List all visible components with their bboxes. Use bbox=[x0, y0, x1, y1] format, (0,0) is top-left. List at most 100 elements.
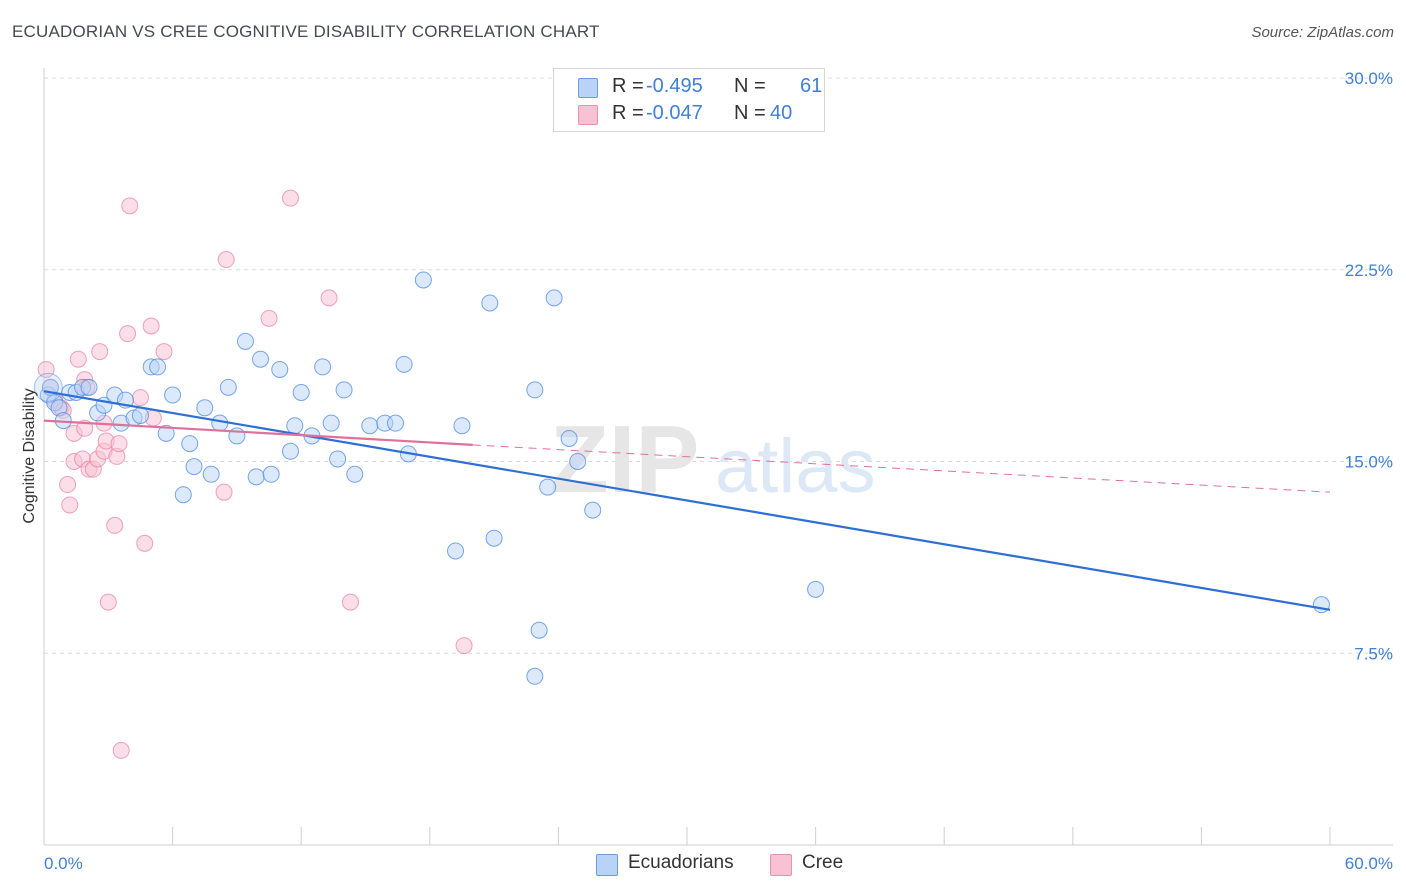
ecuadorian-point bbox=[539, 478, 557, 496]
ecuadorian-point bbox=[807, 580, 825, 598]
ecuadorian-point bbox=[271, 360, 289, 378]
watermark: ZIP atlas bbox=[550, 406, 876, 513]
legend-box: R = -0.495 N = 61 R = -0.047 N = 40 bbox=[553, 68, 825, 132]
legend-n-label: N = bbox=[734, 102, 766, 124]
ecuadorian-point bbox=[185, 458, 203, 476]
cree-point bbox=[121, 197, 139, 215]
ecuadorian-point bbox=[361, 417, 379, 435]
source-label: Source: ZipAtlas.com bbox=[1251, 24, 1394, 41]
cree-point bbox=[142, 317, 160, 335]
ecuadorian-point bbox=[131, 406, 149, 424]
legend-item-ecuadorians-swatch bbox=[596, 854, 618, 876]
ecuadorian-point bbox=[453, 417, 471, 435]
y-tick-label: 22.5% bbox=[1345, 261, 1393, 280]
legend-n-label: N = bbox=[734, 75, 766, 97]
y-tick-label: 15.0% bbox=[1345, 453, 1393, 472]
svg-text:atlas: atlas bbox=[715, 424, 876, 509]
cree-point bbox=[260, 309, 278, 327]
cree-point bbox=[69, 350, 87, 368]
cree-point bbox=[341, 593, 359, 611]
ecuadorian-point bbox=[236, 332, 254, 350]
legend-swatch-pink bbox=[578, 105, 598, 125]
ecuadorian-point bbox=[560, 429, 578, 447]
ecuadorian-point bbox=[219, 378, 237, 396]
cree-point bbox=[217, 251, 235, 269]
x-tick-label: 60.0% bbox=[1345, 854, 1393, 873]
ecuadorian-point bbox=[526, 381, 544, 399]
ecuadorian-point bbox=[481, 294, 499, 312]
ecuadorian-point bbox=[292, 383, 310, 401]
ecuadorian-point bbox=[181, 435, 199, 453]
cree-point bbox=[110, 435, 128, 453]
cree-point bbox=[59, 476, 77, 494]
ecuadorian-trend-line bbox=[43, 390, 1331, 611]
ecuadorian-point bbox=[346, 465, 364, 483]
chart-title: ECUADORIAN VS CREE COGNITIVE DISABILITY … bbox=[12, 22, 600, 41]
ecuadorian-point bbox=[569, 453, 587, 470]
ecuadorian-point bbox=[314, 358, 332, 376]
ecuadorian-point bbox=[286, 417, 304, 435]
ecuadorian-point bbox=[329, 450, 347, 468]
cree-point bbox=[320, 289, 338, 307]
ecuadorian-point bbox=[157, 424, 175, 442]
ecuadorian-point bbox=[211, 414, 229, 432]
bottom-legend: Ecuadorians Cree bbox=[596, 852, 856, 876]
legend-r-label: R = bbox=[612, 75, 644, 97]
legend-row-cree: R = -0.047 N = 40 bbox=[578, 102, 818, 125]
cree-point bbox=[455, 637, 473, 655]
legend-item-ecuadorians: Ecuadorians bbox=[628, 852, 734, 873]
ecuadorian-point bbox=[202, 465, 220, 483]
ecuadorian-point bbox=[335, 381, 353, 399]
ecuadorian-point bbox=[281, 442, 299, 460]
ecuadorian-point bbox=[322, 414, 340, 432]
legend-item-cree: Cree bbox=[802, 852, 844, 873]
x-tick-label: 0.0% bbox=[44, 854, 83, 873]
cree-point bbox=[106, 516, 124, 534]
cree-point bbox=[76, 419, 94, 437]
cree-point bbox=[61, 496, 79, 514]
legend-swatch-blue bbox=[578, 78, 598, 98]
legend-n-value: 61 bbox=[800, 75, 823, 97]
y-tick-label: 30.0% bbox=[1345, 69, 1393, 88]
y-tick-label: 7.5% bbox=[1354, 644, 1393, 663]
ecuadorian-point bbox=[530, 621, 548, 639]
cree-point bbox=[136, 534, 154, 552]
cree-point bbox=[99, 593, 117, 611]
ecuadorian-point bbox=[485, 529, 503, 547]
cree-point bbox=[281, 189, 299, 207]
ecuadorian-point bbox=[584, 501, 602, 519]
legend-r-label: R = bbox=[612, 102, 644, 124]
y-axis-label: Cognitive Disability bbox=[21, 388, 38, 523]
ecuadorian-point bbox=[196, 399, 214, 417]
ecuadorian-point bbox=[247, 468, 265, 486]
cree-trend-line bbox=[43, 419, 473, 446]
legend-row-ecuadorians: R = -0.495 N = 61 bbox=[578, 75, 822, 98]
axes bbox=[43, 68, 1393, 846]
ecuadorian-point bbox=[164, 386, 182, 404]
legend-n-value: 40 bbox=[770, 102, 793, 124]
grid-lines bbox=[44, 77, 1393, 654]
ecuadorian-point bbox=[447, 542, 465, 560]
ecuadorian-point bbox=[395, 355, 413, 373]
ecuadorian-point bbox=[414, 271, 432, 289]
ecuadorian-point bbox=[526, 667, 544, 685]
cree-point bbox=[91, 343, 109, 361]
ecuadorian-point bbox=[33, 372, 63, 402]
trend-lines bbox=[43, 390, 1331, 611]
cree-point bbox=[215, 483, 233, 501]
tick-labels: 7.5% 15.0% 22.5% 30.0% 0.0% 60.0% bbox=[44, 69, 1393, 873]
ecuadorian-point bbox=[387, 414, 405, 432]
legend-r-value: -0.495 bbox=[646, 75, 703, 97]
ecuadorian-point bbox=[251, 350, 269, 368]
legend-item-cree-swatch bbox=[770, 854, 792, 876]
cree-point bbox=[155, 343, 173, 361]
cree-point bbox=[119, 325, 137, 343]
cree-point bbox=[131, 389, 149, 407]
ecuadorian-point bbox=[174, 486, 192, 504]
ecuadorian-point bbox=[149, 358, 167, 376]
cree-point bbox=[112, 741, 130, 759]
cree-trend-line bbox=[472, 444, 1331, 493]
legend-r-value: -0.047 bbox=[646, 102, 703, 124]
ecuadorian-point bbox=[262, 465, 280, 483]
